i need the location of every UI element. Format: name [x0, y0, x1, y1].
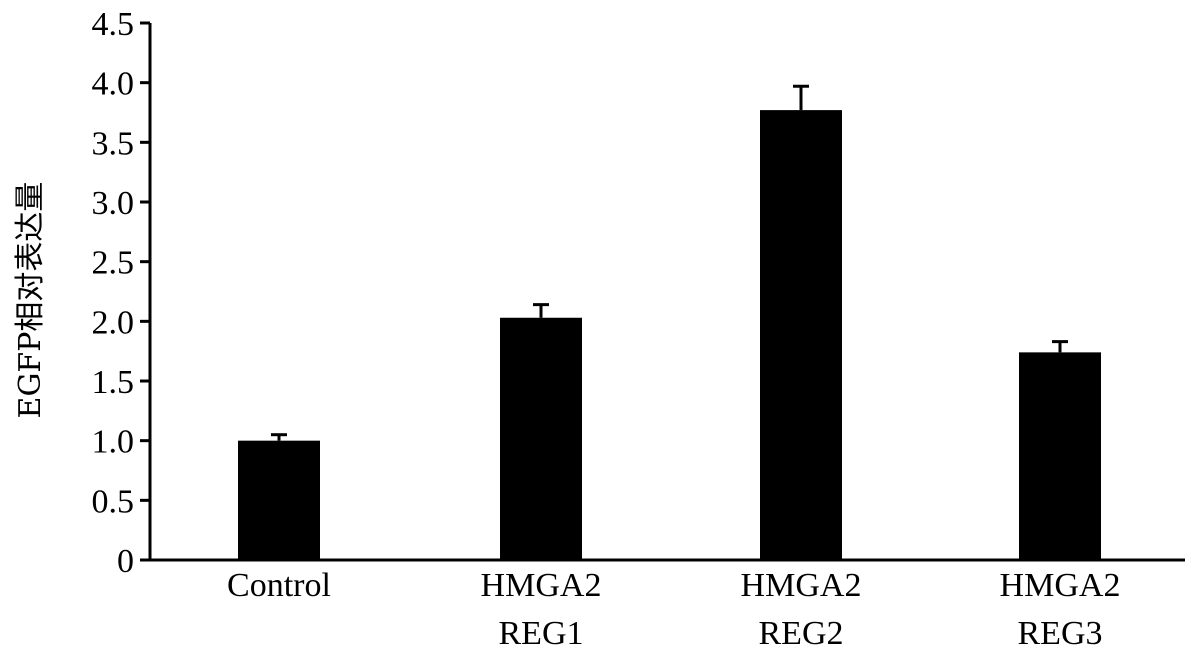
bar	[1019, 352, 1101, 560]
bar	[760, 110, 842, 560]
y-tick-label: 0.5	[92, 483, 135, 520]
y-axis-title: EGFP相对表达量	[13, 182, 48, 419]
y-tick-label: 3.5	[92, 125, 135, 162]
y-tick-label: 0	[117, 543, 134, 580]
y-tick-label: 3.0	[92, 185, 135, 222]
x-axis-labels: Control HMGA2 REG1 HMGA2 REG2 HMGA2 REG3	[227, 567, 1120, 652]
y-tick-label: 2.5	[92, 245, 135, 282]
x-category-label: REG1	[499, 615, 584, 652]
y-tick-label: 2.0	[92, 304, 135, 341]
x-category-label: REG3	[1018, 615, 1103, 652]
x-category-label: REG2	[759, 615, 844, 652]
y-tick-label: 1.5	[92, 364, 135, 401]
bar	[500, 317, 582, 560]
error-bars	[271, 84, 1068, 441]
y-tick-label: 4.0	[92, 66, 135, 103]
bar	[238, 440, 320, 560]
x-category-label: HMGA2	[481, 567, 602, 604]
y-axis-ticks: 0 0.5 1.0 1.5 2.0 2.5 3.0 3.5 4.0 4.5	[92, 6, 150, 580]
y-tick-label: 1.0	[92, 424, 135, 461]
x-category-label: Control	[227, 567, 331, 604]
bars	[238, 110, 1101, 560]
x-category-label: HMGA2	[741, 567, 862, 604]
axes	[148, 23, 1185, 562]
y-tick-label: 4.5	[92, 6, 135, 43]
x-category-label: HMGA2	[1000, 567, 1121, 604]
